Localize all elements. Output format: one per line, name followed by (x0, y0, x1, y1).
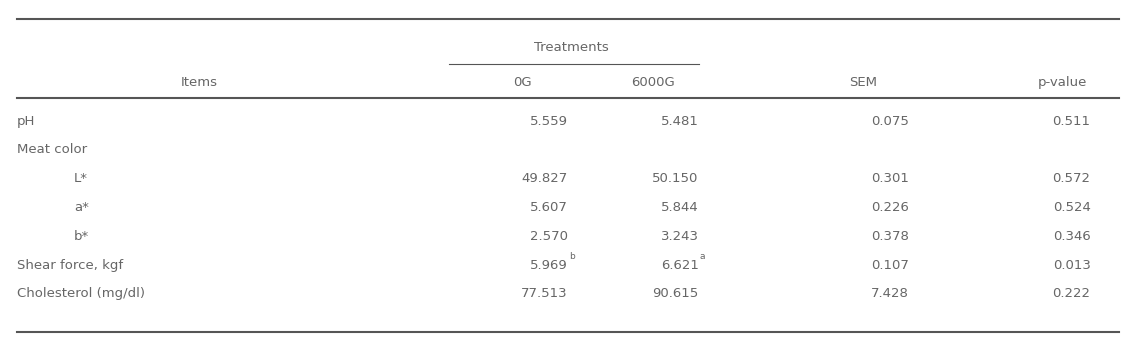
Text: 0.222: 0.222 (1053, 287, 1091, 300)
Text: b: b (569, 252, 575, 261)
Text: Shear force, kgf: Shear force, kgf (17, 258, 123, 272)
Text: 90.615: 90.615 (652, 287, 699, 300)
Text: Items: Items (181, 76, 217, 89)
Text: 6.621: 6.621 (661, 258, 699, 272)
Text: 0.075: 0.075 (871, 114, 909, 128)
Text: 3.243: 3.243 (661, 230, 699, 243)
Text: Meat color: Meat color (17, 143, 87, 157)
Text: 5.559: 5.559 (531, 114, 568, 128)
Text: b*: b* (74, 230, 89, 243)
Text: 7.428: 7.428 (871, 287, 909, 300)
Text: 0.524: 0.524 (1053, 201, 1091, 214)
Text: 0.511: 0.511 (1053, 114, 1091, 128)
Text: 0.572: 0.572 (1053, 172, 1091, 185)
Text: 0.378: 0.378 (871, 230, 909, 243)
Text: a*: a* (74, 201, 89, 214)
Text: 0.301: 0.301 (871, 172, 909, 185)
Text: pH: pH (17, 114, 35, 128)
Text: a: a (700, 252, 705, 261)
Text: 49.827: 49.827 (521, 172, 568, 185)
Text: 0.013: 0.013 (1053, 258, 1091, 272)
Text: L*: L* (74, 172, 87, 185)
Text: 5.607: 5.607 (531, 201, 568, 214)
Text: SEM: SEM (850, 76, 877, 89)
Text: 0G: 0G (513, 76, 532, 89)
Text: 2.570: 2.570 (531, 230, 568, 243)
Text: 5.844: 5.844 (661, 201, 699, 214)
Text: Treatments: Treatments (534, 41, 609, 54)
Text: 0.107: 0.107 (871, 258, 909, 272)
Text: 6000G: 6000G (632, 76, 675, 89)
Text: 5.481: 5.481 (661, 114, 699, 128)
Text: 0.226: 0.226 (871, 201, 909, 214)
Text: Cholesterol (mg/dl): Cholesterol (mg/dl) (17, 287, 145, 300)
Text: 0.346: 0.346 (1053, 230, 1091, 243)
Text: p-value: p-value (1037, 76, 1087, 89)
Text: 5.969: 5.969 (531, 258, 568, 272)
Text: 50.150: 50.150 (652, 172, 699, 185)
Text: 77.513: 77.513 (521, 287, 568, 300)
